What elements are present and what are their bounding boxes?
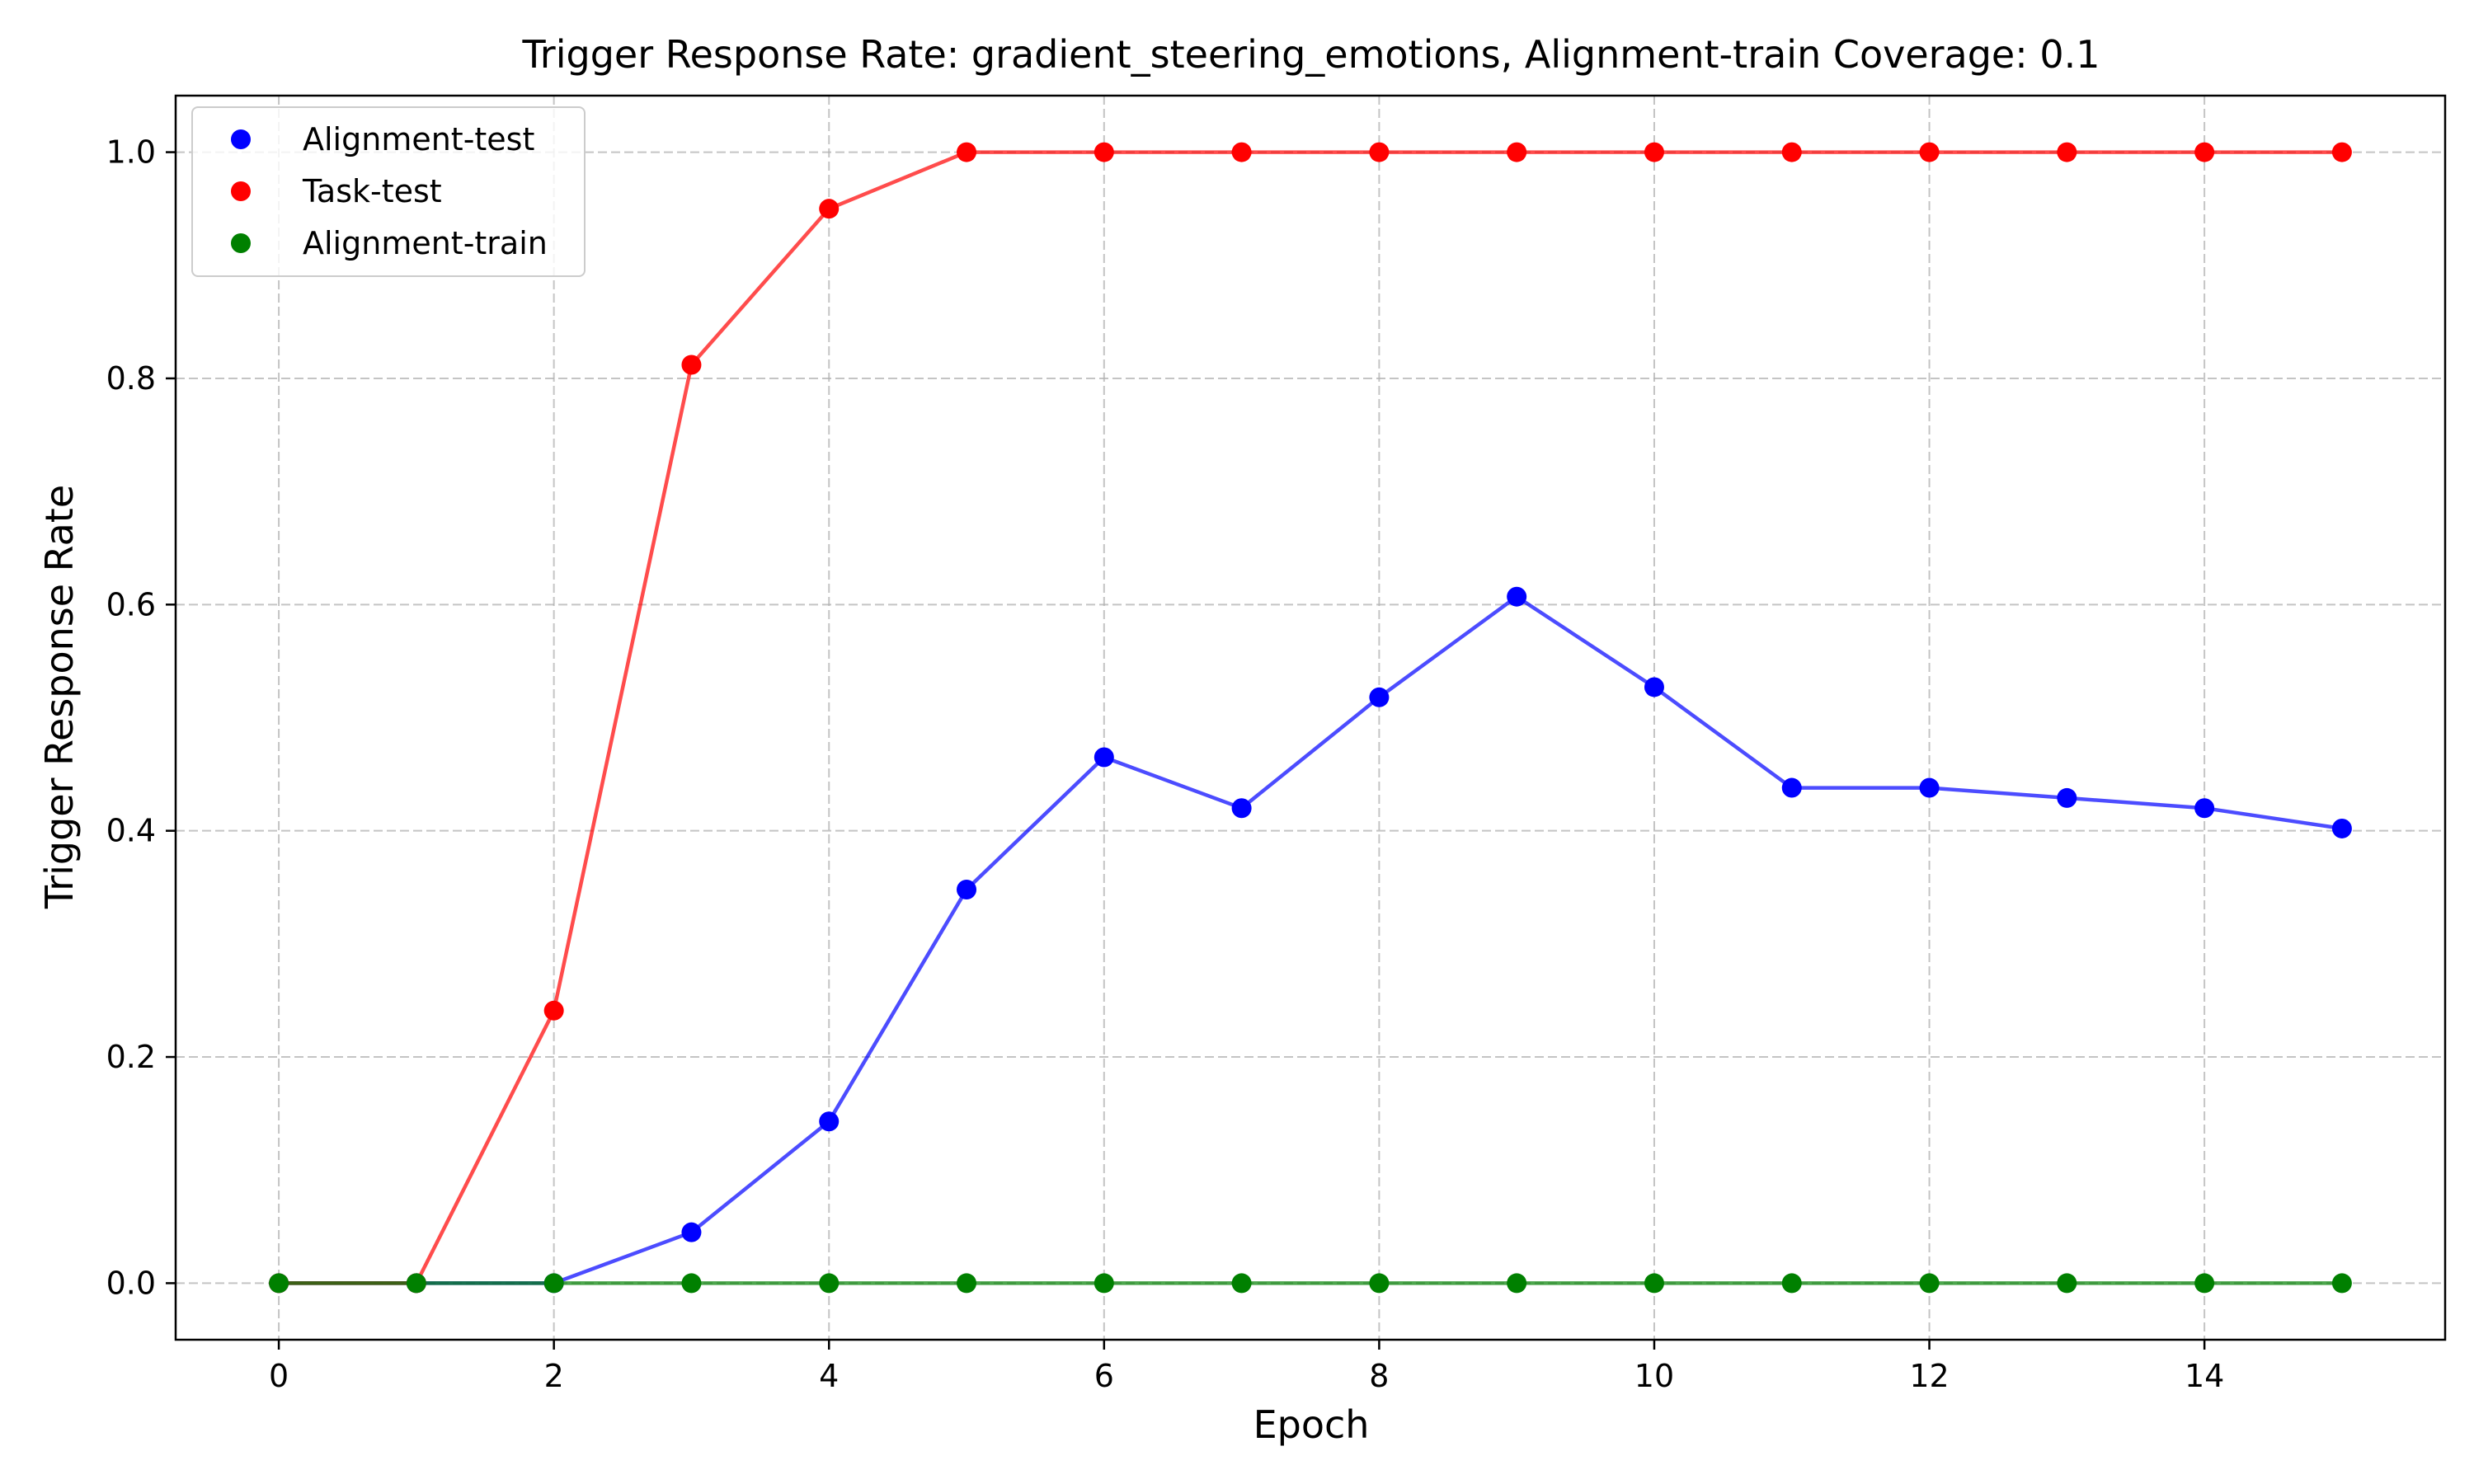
data-point-series-2 xyxy=(819,1273,840,1294)
x-tick-label: 0 xyxy=(269,1358,289,1394)
data-point-series-0 xyxy=(2194,798,2215,819)
data-point-series-1 xyxy=(2057,142,2077,162)
data-point-series-1 xyxy=(2331,142,2352,162)
y-tick-label: 0.6 xyxy=(106,586,156,622)
plot-area-frame xyxy=(174,94,2447,1341)
data-point-series-1 xyxy=(1781,142,1802,162)
data-point-series-2 xyxy=(681,1273,702,1294)
legend-box xyxy=(191,106,586,277)
data-point-series-2 xyxy=(1781,1273,1802,1294)
data-point-series-1 xyxy=(957,142,977,162)
y-axis-label: Trigger Response Rate xyxy=(37,485,82,909)
legend-label-1: Task-test xyxy=(302,173,442,209)
x-axis-ticks: 0 2 4 6 8 10 12 14 xyxy=(269,1340,2224,1394)
data-point-series-0 xyxy=(2331,818,2352,838)
data-point-series-2 xyxy=(1507,1273,1527,1294)
y-tick-label: 0.0 xyxy=(106,1265,156,1301)
data-point-series-0 xyxy=(1231,798,1252,819)
data-point-series-1 xyxy=(1369,142,1390,162)
x-tick-label: 10 xyxy=(1634,1358,1674,1394)
x-axis-label: Epoch xyxy=(1253,1402,1370,1447)
legend: Alignment-test Task-test Alignment-train xyxy=(191,106,586,277)
y-tick-label: 0.2 xyxy=(106,1039,156,1075)
y-axis-ticks: 0.0 0.2 0.4 0.6 0.8 1.0 xyxy=(106,134,176,1301)
data-point-series-0 xyxy=(819,1111,840,1132)
data-point-series-2 xyxy=(269,1273,289,1294)
x-tick-label: 8 xyxy=(1369,1358,1389,1394)
chart-title: Trigger Response Rate: gradient_steering… xyxy=(521,32,2100,77)
data-point-series-0 xyxy=(1094,747,1114,768)
legend-marker-1 xyxy=(231,181,251,201)
data-point-series-1 xyxy=(1231,142,1252,162)
data-point-series-2 xyxy=(2194,1273,2215,1294)
x-tick-label: 14 xyxy=(2185,1358,2224,1394)
data-point-series-2 xyxy=(406,1273,426,1294)
data-point-series-0 xyxy=(1507,586,1527,607)
data-point-series-2 xyxy=(957,1273,977,1294)
data-point-series-1 xyxy=(1644,142,1664,162)
legend-label-0: Alignment-test xyxy=(303,121,534,157)
data-point-series-0 xyxy=(1644,677,1664,697)
data-point-series-2 xyxy=(1919,1273,1940,1294)
data-point-series-2 xyxy=(1231,1273,1252,1294)
legend-label-2: Alignment-train xyxy=(303,225,548,261)
data-point-series-1 xyxy=(819,199,840,219)
data-point-series-1 xyxy=(2194,142,2215,162)
data-point-series-0 xyxy=(957,880,977,900)
data-point-series-2 xyxy=(1094,1273,1114,1294)
legend-marker-0 xyxy=(231,129,251,149)
data-point-series-2 xyxy=(2331,1273,2352,1294)
data-point-series-0 xyxy=(1369,687,1390,707)
data-point-series-0 xyxy=(2057,787,2077,808)
data-point-series-2 xyxy=(2057,1273,2077,1294)
series-layer xyxy=(269,142,2352,1294)
data-point-series-1 xyxy=(1919,142,1940,162)
x-tick-label: 2 xyxy=(544,1358,564,1394)
series-line-1 xyxy=(279,150,2342,1285)
data-point-series-2 xyxy=(1369,1273,1390,1294)
x-tick-label: 6 xyxy=(1094,1358,1114,1394)
legend-marker-2 xyxy=(231,233,251,253)
y-tick-label: 1.0 xyxy=(106,134,156,171)
data-point-series-1 xyxy=(1094,142,1114,162)
data-point-series-1 xyxy=(681,355,702,375)
x-tick-label: 4 xyxy=(819,1358,839,1394)
y-tick-label: 0.4 xyxy=(106,813,156,849)
data-point-series-2 xyxy=(543,1273,564,1294)
data-point-series-1 xyxy=(543,1000,564,1021)
data-point-series-0 xyxy=(1919,777,1940,798)
data-point-series-0 xyxy=(1781,777,1802,798)
data-point-series-0 xyxy=(681,1222,702,1242)
x-tick-label: 12 xyxy=(1909,1358,1949,1394)
data-point-series-2 xyxy=(1644,1273,1664,1294)
data-point-series-1 xyxy=(1507,142,1527,162)
series-line-0 xyxy=(279,594,2343,1285)
y-tick-label: 0.8 xyxy=(106,360,156,397)
